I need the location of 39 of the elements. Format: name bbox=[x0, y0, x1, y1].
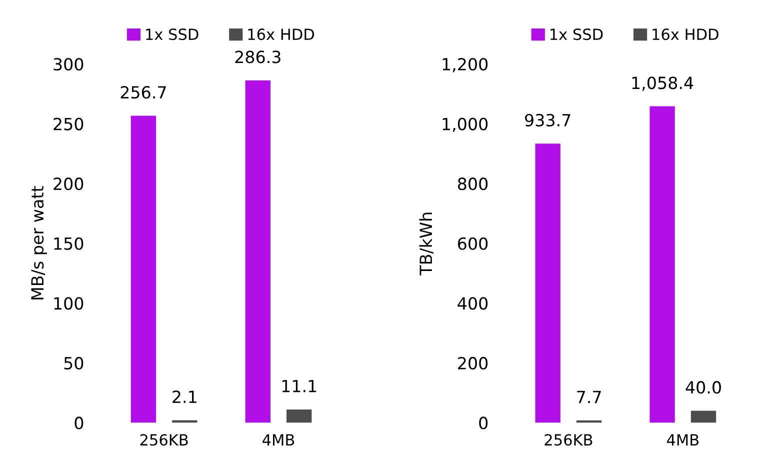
y-tick-label: 600 bbox=[458, 237, 488, 250]
x-tick-label: 256KB bbox=[544, 434, 592, 446]
y-tick-label: 200 bbox=[458, 356, 488, 370]
y-tick-label: 250 bbox=[54, 118, 84, 130]
data-label: 2.1 bbox=[172, 390, 196, 403]
bar bbox=[172, 420, 198, 423]
y-tick-label: 400 bbox=[458, 297, 488, 310]
y-tick-label: 0 bbox=[74, 416, 84, 430]
y-axis-title: MB/s per watt bbox=[31, 186, 47, 300]
data-label: 286.3 bbox=[235, 50, 280, 64]
data-label: 933.7 bbox=[525, 114, 570, 126]
y-tick-label: 200 bbox=[54, 178, 84, 190]
bar bbox=[650, 106, 675, 423]
y-axis-title: TB/kWh bbox=[419, 212, 434, 276]
data-label: 11.1 bbox=[282, 380, 316, 392]
y-tick-label: 100 bbox=[54, 297, 84, 310]
x-tick-label: 4MB bbox=[262, 434, 294, 446]
bar bbox=[286, 409, 312, 423]
y-tick-label: 800 bbox=[458, 178, 488, 190]
x-tick-label: 256KB bbox=[140, 434, 188, 446]
data-label: 256.7 bbox=[120, 86, 166, 99]
legend-label: 1x SSD bbox=[146, 28, 198, 40]
y-tick-label: 150 bbox=[54, 237, 84, 250]
bar bbox=[130, 116, 156, 423]
data-label: 40.0 bbox=[686, 381, 721, 394]
legend-label: 16x HDD bbox=[652, 28, 718, 40]
data-label: 1,058.4 bbox=[632, 76, 694, 91]
data-label: 7.7 bbox=[577, 390, 601, 404]
y-tick-label: 1,000 bbox=[442, 118, 488, 132]
bar bbox=[535, 144, 560, 423]
y-tick-label: 300 bbox=[54, 58, 84, 71]
legend-label: 1x SSD bbox=[550, 28, 603, 40]
bar bbox=[690, 410, 716, 423]
x-tick-label: 4MB bbox=[666, 434, 698, 446]
legend-label: 16x HDD bbox=[248, 28, 314, 40]
y-tick-label: 50 bbox=[64, 356, 84, 370]
bar bbox=[245, 80, 270, 423]
y-tick-label: 0 bbox=[479, 416, 488, 430]
y-tick-label: 1,200 bbox=[442, 58, 488, 72]
